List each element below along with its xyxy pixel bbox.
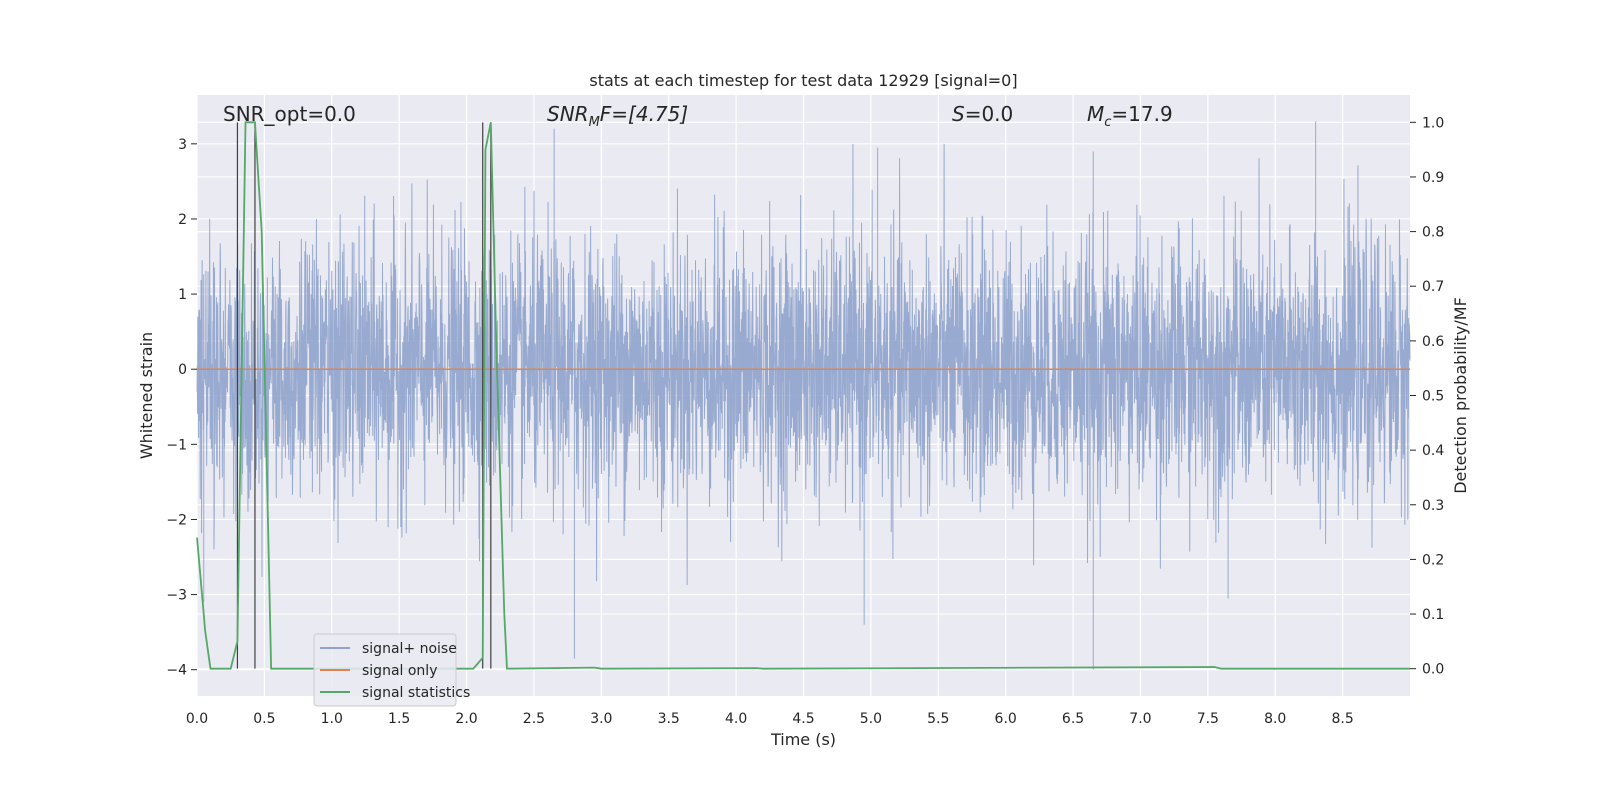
x-tick-label: 2.5 — [523, 711, 545, 727]
annotation-snr-opt: SNR_opt=0.0 — [223, 102, 356, 126]
y2-tick-label: 0.9 — [1422, 170, 1444, 186]
annotation-mc-base: M — [1087, 102, 1104, 126]
x-axis-ticks: 0.0 0.5 1.0 1.5 2.0 2.5 3.0 3.5 4.0 4.5 5.0 5.5 6.0 6… — [186, 711, 1354, 727]
y-axis-ticks: −4 −3 −2 −1 0 1 2 3 — [166, 137, 197, 679]
signal-statistics-line — [196, 121, 1410, 670]
annotation-mc-value: =17.9 — [1111, 102, 1172, 126]
x-tick-label: 8.5 — [1331, 711, 1353, 727]
chart-title: stats at each timestep for test data 129… — [589, 71, 1017, 90]
annotation-s: S=0.0 — [952, 102, 1013, 126]
y2-tick-label: 0.6 — [1422, 334, 1444, 350]
legend-box — [313, 633, 457, 707]
annotation-snr-mf-base: SNR — [547, 102, 589, 126]
x-axis-label: Time (s) — [770, 730, 836, 749]
y2-axis-label: Detection probability/MF — [1451, 297, 1470, 494]
y-tick-label: 2 — [178, 212, 187, 228]
series-signal-noise — [196, 121, 1411, 670]
y2-tick-label: 0.2 — [1422, 552, 1444, 568]
x-tick-label: 6.0 — [995, 711, 1017, 727]
x-tick-label: 7.5 — [1197, 711, 1219, 727]
y-tick-label: 1 — [178, 287, 187, 303]
y2-tick-label: 0.3 — [1422, 498, 1444, 514]
signal-noise-line — [196, 121, 1411, 670]
y-tick-label: 0 — [178, 362, 187, 378]
y-tick-label: −3 — [166, 588, 187, 604]
y2-tick-label: 0.5 — [1422, 389, 1444, 405]
y-tick-label: 3 — [178, 137, 187, 153]
y2-tick-label: 1.0 — [1422, 115, 1444, 131]
series-signal-statistics — [196, 121, 1410, 670]
annotation-s-value: =0.0 — [965, 102, 1014, 126]
x-tick-label: 0.5 — [253, 711, 275, 727]
y-tick-label: −1 — [166, 437, 187, 453]
x-tick-label: 8.0 — [1264, 711, 1286, 727]
legend-label-signal-only: signal only — [362, 663, 437, 679]
annotation-mc: Mc=17.9 — [1087, 102, 1173, 130]
y2-tick-label: 0.8 — [1422, 225, 1444, 241]
x-tick-label: 1.5 — [388, 711, 410, 727]
x-tick-label: 3.5 — [658, 711, 680, 727]
x-tick-label: 3.0 — [590, 711, 612, 727]
vertical-markers — [236, 122, 492, 669]
x-tick-label: 6.5 — [1062, 711, 1084, 727]
y2-tick-label: 0.1 — [1422, 607, 1444, 623]
x-tick-label: 2.0 — [455, 711, 477, 727]
x-tick-label: 1.0 — [321, 711, 343, 727]
y2-axis-ticks: 0.0 0.1 0.2 0.3 0.4 0.5 0.6 0.7 0.8 0.9 1.0 — [1410, 115, 1444, 678]
legend-label-signal-statistics: signal statistics — [362, 685, 470, 701]
y-axis-label: Whitened strain — [137, 332, 156, 459]
legend-label-signal-noise: signal+ noise — [362, 641, 457, 657]
annotation-mc-sub: c — [1104, 115, 1111, 130]
annotation-snr-mf: SNRMF=[4.75] — [547, 102, 688, 130]
x-tick-label: 5.0 — [860, 711, 882, 727]
x-tick-label: 7.0 — [1129, 711, 1151, 727]
y-tick-label: −2 — [166, 512, 187, 528]
x-tick-label: 0.0 — [186, 711, 208, 727]
y2-tick-label: 0.4 — [1422, 443, 1444, 459]
annotation-snr-mf-sub: M — [589, 115, 600, 130]
y2-tick-label: 0.0 — [1422, 662, 1444, 678]
legend: signal+ noise signal only signal statist… — [313, 633, 470, 707]
y-tick-label: −4 — [166, 663, 187, 679]
x-tick-label: 4.0 — [725, 711, 747, 727]
y2-tick-label: 0.7 — [1422, 279, 1444, 295]
x-tick-label: 5.5 — [927, 711, 949, 727]
x-tick-label: 4.5 — [792, 711, 814, 727]
annotation-snr-mf-rest: F=[4.75] — [600, 102, 688, 126]
annotation-s-symbol: S — [952, 102, 965, 126]
